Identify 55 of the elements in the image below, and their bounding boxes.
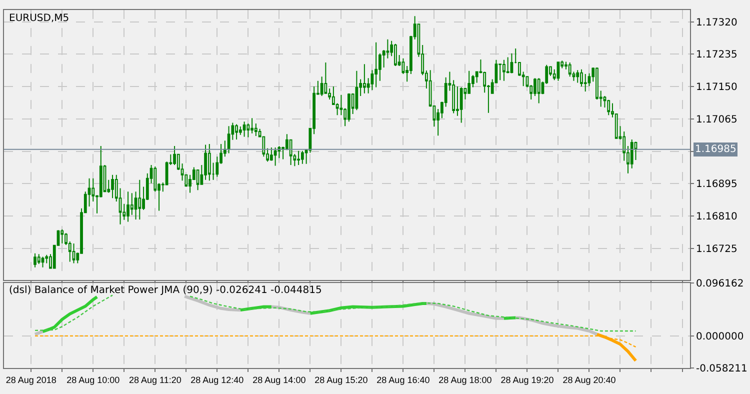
y-tick-label: 1.16895 — [696, 179, 738, 190]
candlestick — [394, 43, 397, 66]
x-tick-label: 28 Aug 10:00 — [66, 374, 120, 385]
candlestick — [300, 150, 304, 164]
y-tick-label: 0.096162 — [696, 278, 744, 290]
candlestick — [250, 118, 254, 134]
candlestick — [347, 92, 350, 122]
candlestick — [576, 70, 580, 84]
x-tick-label: 28 Aug 16:40 — [376, 374, 430, 385]
candlestick — [355, 70, 358, 111]
x-tick-label: 28 Aug 12:40 — [190, 374, 244, 385]
candlestick — [607, 99, 610, 116]
candlestick — [34, 252, 36, 268]
x-tick-label: 28 Aug 11:20 — [128, 374, 182, 385]
x-tick-label: 28 Aug 14:00 — [252, 374, 306, 385]
x-tick-label: 28 Aug 20:40 — [562, 374, 616, 385]
candlestick — [297, 150, 300, 166]
candlestick — [584, 73, 587, 92]
chart-title: (dsl) Balance of Market Power JMA (90,9) -0.026241 -0.044815 — [9, 285, 322, 296]
y-tick-label: -0.058211 — [696, 364, 748, 374]
candlestick — [37, 254, 40, 265]
candlestick — [362, 64, 366, 94]
x-tick-label: 28 Aug 19:20 — [500, 374, 554, 385]
y-tick-label: 1.17320 — [696, 17, 738, 28]
candlestick — [72, 242, 76, 264]
candlestick — [510, 52, 514, 74]
candlestick — [374, 42, 378, 88]
candlestick — [111, 174, 114, 199]
candlestick — [502, 59, 506, 82]
candlestick — [208, 144, 211, 182]
candlestick — [568, 62, 572, 78]
candlestick — [537, 78, 540, 104]
candlestick — [498, 64, 502, 81]
y-tick-label: 1.17235 — [696, 50, 738, 61]
chart-title: EURUSD,M5 — [9, 13, 70, 24]
candlestick — [235, 124, 238, 140]
x-tick-label: 28 Aug 15:20 — [314, 374, 368, 385]
y-tick-label: 1.16725 — [696, 244, 738, 255]
y-tick-label: 1.17065 — [696, 114, 738, 126]
candlestick — [60, 228, 64, 244]
ref-line-label: 1.16985 — [695, 144, 736, 155]
candlestick — [196, 169, 200, 191]
candlestick — [41, 256, 44, 268]
candlestick — [580, 68, 583, 88]
y-tick-label: 1.16810 — [696, 212, 738, 223]
candlestick — [460, 86, 463, 124]
candlestick — [138, 179, 142, 220]
candlestick — [227, 126, 230, 154]
candlestick — [242, 121, 246, 138]
candlestick — [126, 191, 130, 222]
y-tick-label: 1.17150 — [696, 82, 738, 94]
x-tick-label: 28 Aug 2018 — [6, 374, 56, 385]
x-tick-label: 28 Aug 18:00 — [438, 374, 492, 385]
y-tick-label: 0.000000 — [696, 331, 744, 342]
candlestick — [274, 146, 277, 166]
